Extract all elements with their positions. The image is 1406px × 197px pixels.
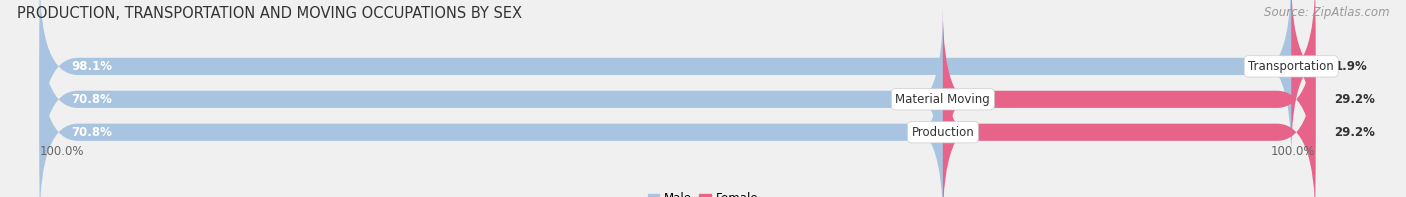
FancyBboxPatch shape [943,42,1316,197]
Text: 70.8%: 70.8% [72,93,112,106]
FancyBboxPatch shape [39,9,1316,190]
FancyBboxPatch shape [1277,0,1330,157]
Legend: Male, Female: Male, Female [648,192,758,197]
Text: Production: Production [911,126,974,139]
Text: 98.1%: 98.1% [72,60,112,73]
Text: 100.0%: 100.0% [39,145,84,158]
Text: 70.8%: 70.8% [72,126,112,139]
Text: Source: ZipAtlas.com: Source: ZipAtlas.com [1264,6,1389,19]
FancyBboxPatch shape [39,42,943,197]
FancyBboxPatch shape [39,0,1316,157]
Text: Material Moving: Material Moving [896,93,990,106]
Text: 29.2%: 29.2% [1334,93,1375,106]
Text: 29.2%: 29.2% [1334,126,1375,139]
Text: 100.0%: 100.0% [1271,145,1316,158]
FancyBboxPatch shape [943,9,1316,190]
FancyBboxPatch shape [39,0,1291,157]
Text: 1.9%: 1.9% [1334,60,1367,73]
Text: Transportation: Transportation [1249,60,1334,73]
Text: PRODUCTION, TRANSPORTATION AND MOVING OCCUPATIONS BY SEX: PRODUCTION, TRANSPORTATION AND MOVING OC… [17,6,522,21]
FancyBboxPatch shape [39,42,1316,197]
FancyBboxPatch shape [39,9,943,190]
